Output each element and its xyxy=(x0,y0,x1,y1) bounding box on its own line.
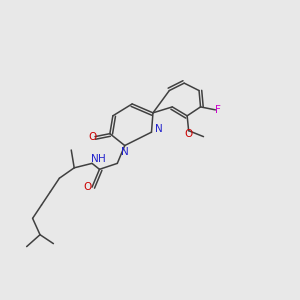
Text: N: N xyxy=(155,124,163,134)
Text: O: O xyxy=(88,132,96,142)
Text: O: O xyxy=(184,129,193,139)
Text: N: N xyxy=(121,147,129,157)
Text: H: H xyxy=(98,154,106,164)
Text: N: N xyxy=(91,154,99,164)
Text: O: O xyxy=(83,182,92,192)
Text: F: F xyxy=(215,105,221,115)
